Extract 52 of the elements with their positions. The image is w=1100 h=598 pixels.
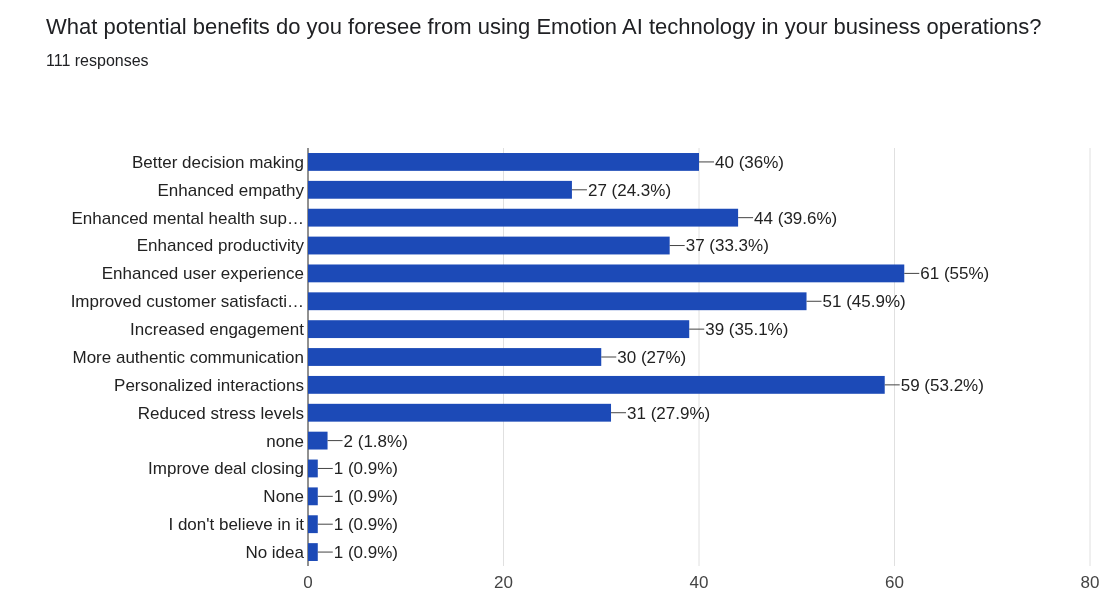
y-tick-label: Reduced stress levels <box>137 403 304 423</box>
data-label: 27 (24.3%) <box>587 180 672 200</box>
bar <box>308 348 602 366</box>
chart-title: What potential benefits do you foresee from using Emotion AI technology in your business operations? <box>46 14 1042 39</box>
text: 111 responses <box>46 52 149 69</box>
data-label: 1 (0.9%) <box>333 543 399 563</box>
y-tick-label: Enhanced productivity <box>136 236 305 256</box>
data-label: 51 (45.9%) <box>822 292 906 312</box>
y-tick-label: Better decision making <box>132 152 304 172</box>
x-tick-label: 0 <box>303 573 313 592</box>
y-tick-label: Enhanced user experience <box>101 264 304 284</box>
bar <box>308 375 885 394</box>
bar <box>308 543 318 561</box>
bar <box>308 487 318 506</box>
bar <box>308 320 690 339</box>
bar <box>308 292 807 311</box>
x-tick-label: 40 <box>689 573 709 592</box>
data-label: 1 (0.9%) <box>333 515 399 535</box>
bar <box>308 180 572 199</box>
bar <box>308 264 905 283</box>
data-label: 39 (35.1%) <box>705 320 789 340</box>
bar <box>308 515 318 534</box>
y-tick-label: Increased engagement <box>130 320 305 340</box>
bar <box>308 153 699 171</box>
x-tick-label: 60 <box>885 573 904 592</box>
y-tick-label: none <box>266 431 304 451</box>
data-label: 61 (55%) <box>920 264 990 284</box>
bar <box>308 403 612 422</box>
y-tick-label: None <box>263 487 304 507</box>
data-label: 1 (0.9%) <box>333 487 399 507</box>
x-tick-label: 80 <box>1080 573 1100 592</box>
data-label: 1 (0.9%) <box>333 459 399 479</box>
y-tick-label: I don't believe in it <box>168 515 305 535</box>
bar <box>308 236 670 255</box>
data-label: 31 (27.9%) <box>627 403 711 423</box>
bar <box>308 459 318 478</box>
data-label: 30 (27%) <box>617 347 687 367</box>
y-tick-label: No idea <box>245 543 305 563</box>
bar <box>308 431 328 450</box>
data-label: 37 (33.3%) <box>685 236 769 256</box>
y-tick-label: Enhanced empathy <box>157 180 305 200</box>
y-tick-label: Enhanced mental health sup… <box>71 208 304 228</box>
bar <box>308 208 739 227</box>
y-tick-label: More authentic communication <box>72 347 304 367</box>
y-tick-label: Improve deal closing <box>148 459 304 479</box>
y-tick-label: Improved customer satisfacti… <box>70 292 304 312</box>
data-label: 59 (53.2%) <box>900 375 984 395</box>
data-label: 40 (36%) <box>715 152 784 172</box>
y-tick-label: Personalized interactions <box>114 375 304 395</box>
data-label: 2 (1.8%) <box>343 431 408 451</box>
data-label: 44 (39.6%) <box>754 208 838 228</box>
x-tick-label: 20 <box>494 573 513 592</box>
